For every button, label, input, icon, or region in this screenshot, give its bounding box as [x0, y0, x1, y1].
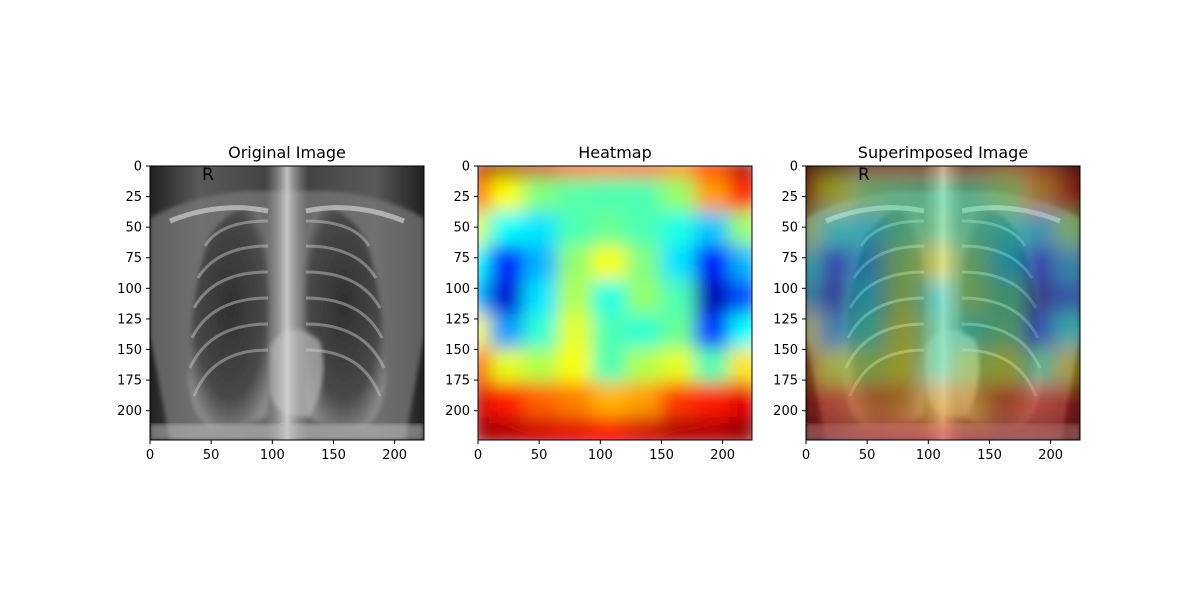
- y-tick-label: 50: [125, 221, 142, 236]
- y-tick-label: 125: [117, 312, 142, 327]
- x-tick-label: 50: [531, 448, 548, 463]
- chart-title: Original Image: [228, 143, 346, 162]
- x-tick-label: 0: [474, 448, 482, 463]
- y-tick-label: 75: [453, 251, 470, 266]
- image-area: [478, 166, 752, 440]
- image-annotation: R: [202, 165, 214, 185]
- x-tick-label: 50: [203, 448, 220, 463]
- heatmap-cell: [728, 416, 752, 440]
- image-area: R: [150, 165, 424, 440]
- y-tick-label: 75: [125, 251, 142, 266]
- heatmap-cell: [1056, 416, 1080, 440]
- y-tick-label: 75: [781, 251, 798, 266]
- chart-title: Superimposed Image: [858, 143, 1028, 162]
- subplot-3: R Superimposed Image 0 50 100 150 200 0 25 50 75 10…: [773, 143, 1081, 463]
- y-tick-label: 125: [445, 312, 470, 327]
- y-tick-label: 25: [125, 190, 142, 205]
- y-tick-label: 0: [134, 160, 142, 175]
- x-tick-label: 150: [649, 448, 674, 463]
- y-tick-label: 150: [117, 343, 142, 358]
- y-tick-label: 50: [453, 221, 470, 236]
- x-tick-label: 150: [977, 448, 1002, 463]
- y-tick-label: 200: [773, 404, 798, 419]
- chart-title: Heatmap: [578, 143, 652, 162]
- x-tick-label: 0: [146, 448, 154, 463]
- y-tick-label: 0: [790, 160, 798, 175]
- y-tick-label: 0: [462, 160, 470, 175]
- x-tick-label: 200: [1038, 448, 1063, 463]
- y-tick-label: 25: [453, 190, 470, 205]
- subplot-1: R Original Image 0 50 100 150 200 0 25 50 75 100 125…: [117, 143, 425, 463]
- y-tick-label: 100: [773, 282, 798, 297]
- y-tick-label: 100: [445, 282, 470, 297]
- image-area: R: [806, 165, 1080, 440]
- y-tick-label: 175: [117, 374, 142, 389]
- image-annotation: R: [858, 165, 870, 185]
- axes-frame: [149, 165, 425, 441]
- x-tick-label: 50: [859, 448, 876, 463]
- y-tick-label: 125: [773, 312, 798, 327]
- x-tick-label: 0: [802, 448, 810, 463]
- y-tick-label: 25: [781, 190, 798, 205]
- y-tick-label: 175: [445, 374, 470, 389]
- x-tick-label: 100: [916, 448, 941, 463]
- x-tick-label: 100: [588, 448, 613, 463]
- x-tick-label: 200: [382, 448, 407, 463]
- subplot-2: Heatmap 0 50 100 150 200 0 25 50 75 100 125 150 175 20…: [445, 143, 753, 463]
- axes-frame: [477, 165, 753, 441]
- y-tick-label: 200: [445, 404, 470, 419]
- axes-frame: [805, 165, 1081, 441]
- y-tick-label: 200: [117, 404, 142, 419]
- y-tick-label: 50: [781, 221, 798, 236]
- y-tick-label: 100: [117, 282, 142, 297]
- x-tick-label: 200: [710, 448, 735, 463]
- y-tick-label: 150: [445, 343, 470, 358]
- y-tick-label: 150: [773, 343, 798, 358]
- x-tick-label: 100: [260, 448, 285, 463]
- xray-image: [150, 166, 424, 440]
- y-tick-label: 175: [773, 374, 798, 389]
- x-tick-label: 150: [321, 448, 346, 463]
